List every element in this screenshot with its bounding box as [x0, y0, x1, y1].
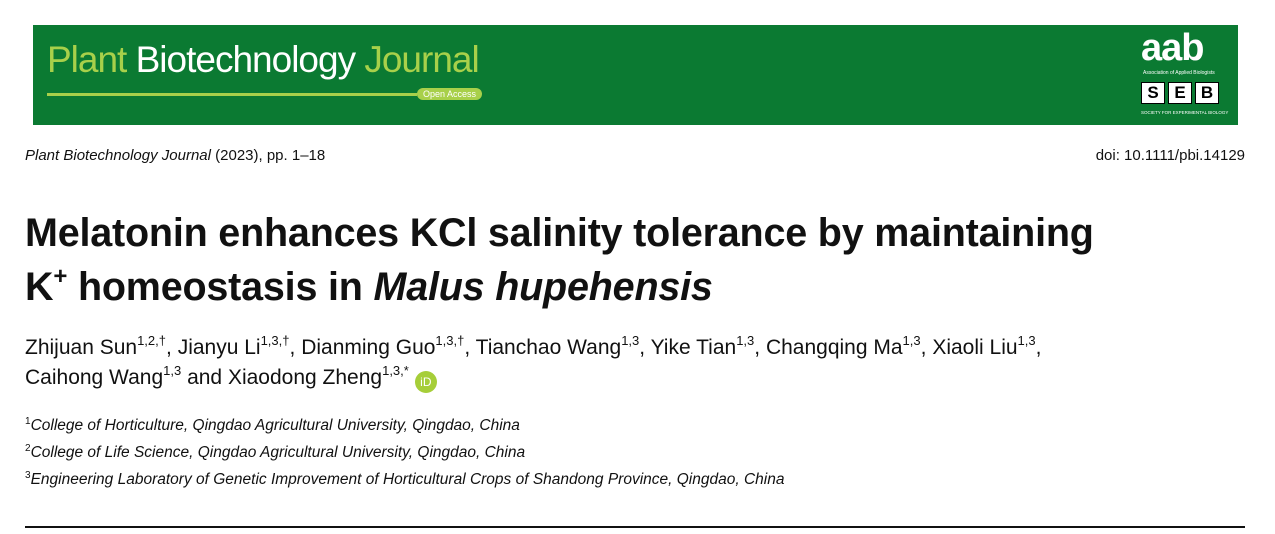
author-affiliation: 1,3	[902, 333, 921, 348]
open-access-badge: Open Access	[417, 88, 483, 100]
affiliation: 2College of Life Science, Qingdao Agricu…	[25, 444, 525, 462]
seb-letter: E	[1168, 82, 1192, 104]
conjunction: and	[187, 366, 223, 389]
aab-name: Association of Applied Biologists	[1143, 70, 1215, 76]
author-affiliation: 1,3	[736, 333, 755, 348]
title-charge: +	[53, 263, 68, 290]
affiliation-text: College of Life Science, Qingdao Agricul…	[30, 444, 526, 461]
title-line: Melatonin enhances KCl salinity toleranc…	[25, 211, 1094, 255]
title-ion: K	[25, 265, 54, 309]
author-name: Yike Tian	[650, 336, 737, 359]
author-affiliation: 1,3,*	[382, 363, 409, 378]
author-affiliation: 1,3	[621, 333, 640, 348]
separator: ,	[464, 336, 471, 359]
separator: ,	[1035, 336, 1042, 359]
journal-word: Journal	[364, 39, 479, 80]
affiliation-number: 2	[25, 443, 31, 454]
affiliation-number: 1	[25, 416, 31, 427]
separator: ,	[166, 336, 172, 359]
separator: ,	[289, 336, 296, 359]
title-rest: homeostasis in	[77, 265, 363, 309]
author-name: Xiaoli Liu	[932, 336, 1018, 359]
citation-journal: Plant Biotechnology Journal	[25, 147, 211, 164]
seb-name: SOCIETY FOR EXPERIMENTAL BIOLOGY	[1141, 110, 1229, 115]
journal-banner: Plant Biotechnology Journal Open Access …	[33, 25, 1238, 125]
author-affiliation: 1,3,†	[435, 333, 465, 348]
author-name: Changqing Ma	[765, 336, 903, 359]
title-species: Malus hupehensis	[373, 265, 713, 309]
author-affiliation: 1,3,†	[260, 333, 290, 348]
affiliation-text: Engineering Laboratory of Genetic Improv…	[30, 471, 785, 488]
author-affiliation: 1,3	[1017, 333, 1036, 348]
article-title: Melatonin enhances KCl salinity toleranc…	[25, 206, 1094, 314]
doi: doi: 10.1111/pbi.14129	[1095, 147, 1245, 164]
journal-name: Plant Biotechnology Journal	[47, 39, 480, 81]
orcid-icon: iD	[414, 371, 437, 393]
seb-letter: B	[1195, 82, 1219, 104]
journal-word: Biotechnology	[135, 39, 356, 80]
author-name: Zhijuan Sun	[25, 336, 138, 359]
author-line: Caihong Wang1,3 and Xiaodong Zheng1,3,* i…	[25, 363, 437, 393]
author-name: Dianming Guo	[301, 336, 436, 359]
separator: ,	[754, 336, 761, 359]
affiliation: 3Engineering Laboratory of Genetic Impro…	[25, 471, 784, 489]
journal-word: Plant	[47, 39, 127, 80]
author-line: Zhijuan Sun1,2,†, Jianyu Li1,3,†, Dianmi…	[25, 333, 1042, 360]
seb-letter: S	[1141, 82, 1165, 104]
author-name: Xiaodong Zheng	[227, 366, 383, 389]
banner-line	[47, 93, 417, 96]
citation-details: (2023), pp. 1–18	[215, 147, 326, 164]
separator: ,	[920, 336, 927, 359]
author-affiliation: 1,3	[163, 363, 182, 378]
divider	[25, 526, 1245, 528]
author-affiliation: 1,2,†	[137, 333, 166, 348]
affiliation: 1College of Horticulture, Qingdao Agricu…	[25, 417, 520, 435]
separator: ,	[639, 336, 646, 359]
affiliation-number: 3	[25, 470, 31, 481]
citation: Plant Biotechnology Journal (2023), pp. …	[25, 147, 325, 164]
author-name: Caihong Wang	[25, 366, 164, 389]
affiliation-text: College of Horticulture, Qingdao Agricul…	[30, 417, 520, 434]
author-name: Tianchao Wang	[475, 336, 622, 359]
author-name: Jianyu Li	[177, 336, 261, 359]
aab-logo: aab	[1141, 27, 1204, 69]
